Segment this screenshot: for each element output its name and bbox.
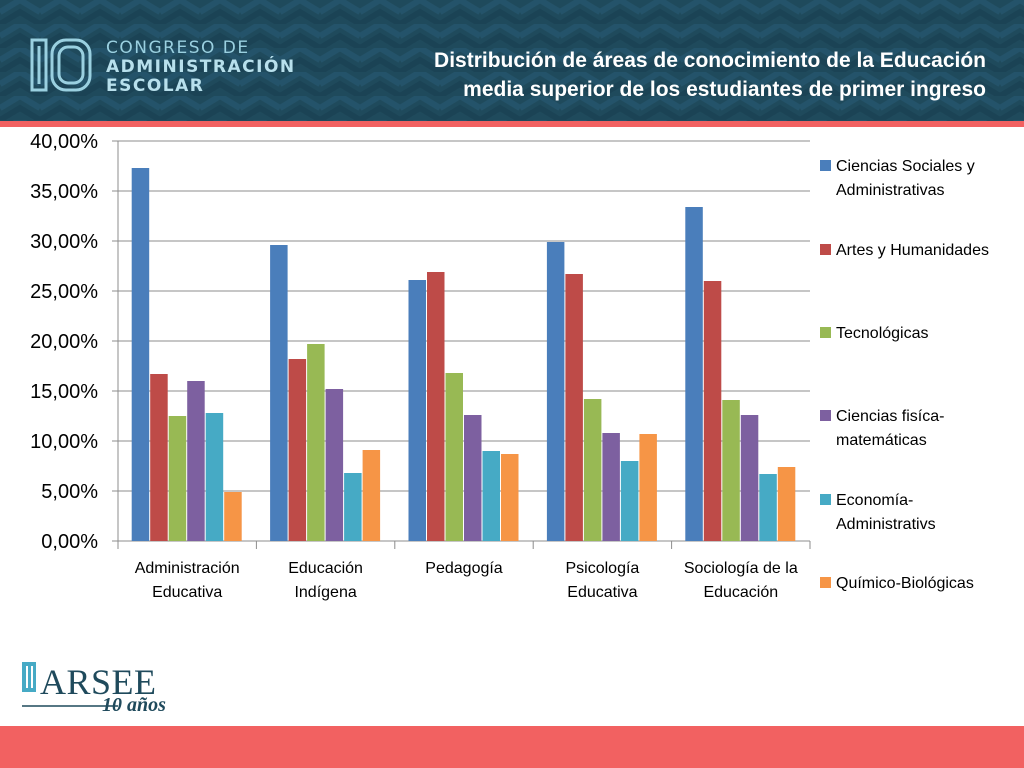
legend-label: matemáticas	[836, 432, 927, 449]
bar	[362, 450, 381, 541]
y-tick-label: 40,00%	[30, 131, 98, 153]
logo-number-10	[30, 38, 92, 92]
bar	[288, 359, 307, 541]
legend-label: Administrativas	[836, 182, 944, 199]
bar	[583, 399, 602, 541]
x-category-label: Pedagogía	[425, 560, 503, 577]
arsee-brand: ARSEE	[40, 662, 157, 702]
legend-label: Químico-Biológicas	[836, 575, 974, 592]
legend-label: Ciencias Sociales y	[836, 158, 975, 175]
bar	[427, 272, 445, 541]
y-tick-label: 25,00%	[30, 281, 98, 303]
legend-swatch	[820, 577, 831, 588]
y-tick-label: 5,00%	[41, 481, 98, 503]
x-category-label: Educación	[288, 560, 363, 577]
bar	[150, 374, 168, 541]
bar	[307, 344, 325, 541]
slide-title: Distribución de áreas de conocimiento de…	[326, 46, 986, 104]
x-category-label: Psicología	[565, 560, 639, 577]
legend-swatch	[820, 410, 831, 421]
bar	[602, 433, 620, 541]
bar	[168, 416, 187, 541]
x-category-label: Sociología de la	[684, 560, 798, 577]
bar	[759, 474, 777, 541]
logo-line: ADMINISTRACIÓN	[106, 57, 296, 77]
legend-swatch	[820, 244, 831, 255]
arsee-years: 10 años	[102, 694, 166, 716]
bar	[685, 207, 703, 541]
bar	[187, 381, 205, 541]
x-category-label: Indígena	[294, 584, 356, 601]
congress-logo: CONGRESO DE ADMINISTRACIÓN ESCOLAR	[30, 38, 310, 98]
bar	[325, 389, 344, 541]
x-category-label: Educativa	[567, 584, 637, 601]
legend-swatch	[820, 494, 831, 505]
bar	[270, 245, 288, 541]
logo-line: ESCOLAR	[106, 76, 205, 96]
legend-label: Tecnológicas	[836, 325, 929, 342]
logo-line: CONGRESO DE	[106, 38, 250, 58]
bar	[546, 242, 565, 541]
bar	[445, 373, 463, 541]
slide-title-line: media superior de los estudiantes de pri…	[463, 78, 986, 101]
header-zigzag-pattern	[0, 0, 1024, 121]
slide-header: CONGRESO DE ADMINISTRACIÓN ESCOLAR Distr…	[0, 0, 1024, 121]
bar	[131, 168, 150, 541]
bar	[205, 413, 224, 541]
y-tick-label: 35,00%	[30, 181, 98, 203]
x-category-label: Educación	[703, 584, 778, 601]
bar	[224, 492, 242, 541]
bar	[464, 415, 482, 541]
legend-label: Artes y Humanidades	[836, 242, 989, 259]
y-tick-label: 20,00%	[30, 331, 98, 353]
bar	[620, 461, 639, 541]
x-category-label: Administración	[135, 560, 240, 577]
header-accent-stripe	[0, 121, 1024, 127]
slide-title-line: Distribución de áreas de conocimiento de…	[434, 49, 986, 72]
bar	[344, 473, 362, 541]
bar	[777, 467, 796, 541]
legend-swatch	[820, 160, 831, 171]
bar	[722, 400, 740, 541]
legend-label: Administrativs	[836, 516, 936, 533]
arsee-emblem-icon	[22, 662, 118, 707]
bar	[703, 281, 722, 541]
bar	[501, 454, 519, 541]
bar	[408, 280, 426, 541]
arsee-logo	[22, 660, 192, 722]
legend-label: Ciencias fisíca-	[836, 408, 944, 425]
footer-bar	[0, 726, 1024, 768]
y-tick-label: 30,00%	[30, 231, 98, 253]
bar	[740, 415, 759, 541]
legend-label: Economía-	[836, 492, 913, 509]
x-category-label: Educativa	[152, 584, 222, 601]
y-tick-label: 15,00%	[30, 381, 98, 403]
y-tick-label: 0,00%	[41, 531, 98, 553]
bar	[639, 434, 657, 541]
y-tick-label: 10,00%	[30, 431, 98, 453]
bar	[565, 274, 583, 541]
legend-swatch	[820, 327, 831, 338]
bar	[482, 451, 500, 541]
bar-chart: 0,00% 5,00% 10,00% 15,00% 20,00% 25,00% 30,00%…	[30, 131, 989, 601]
